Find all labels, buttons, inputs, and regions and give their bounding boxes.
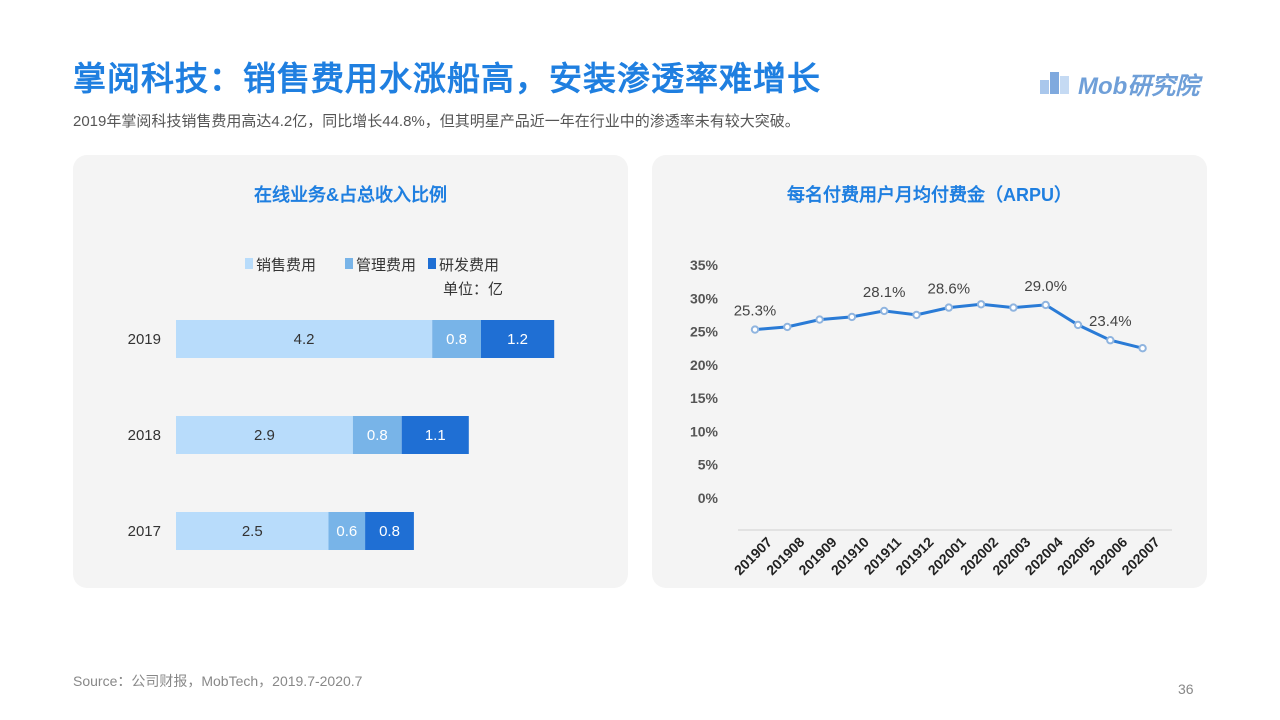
- data-point: [1041, 300, 1050, 310]
- bar-segment: [176, 320, 433, 358]
- data-point: [1106, 336, 1115, 345]
- y-tick-label: 20%: [690, 357, 719, 373]
- bar-segment: [481, 320, 555, 358]
- data-point: [1138, 344, 1147, 353]
- bar-value-label: 2.9: [254, 427, 275, 444]
- data-point: [1073, 320, 1083, 330]
- bar-segment: [365, 512, 414, 550]
- data-point: [847, 312, 857, 322]
- data-point: [880, 306, 889, 316]
- data-point: [815, 315, 824, 324]
- expense-chart-panel: 在线业务&占总收入比例 销售费用 管理费用 研发费用单位：亿 2019 4.2 0.8 1.…: [73, 155, 628, 588]
- y-tick-label: 15%: [690, 390, 719, 406]
- data-label: 28.6%: [928, 281, 971, 298]
- y-tick-label: 10%: [690, 423, 719, 439]
- data-point: [1009, 303, 1018, 312]
- y-tick-label: 35%: [690, 257, 719, 273]
- bar-segment: [401, 416, 469, 454]
- y-tick-label: 30%: [690, 290, 719, 306]
- bar-value-label: 2.5: [242, 523, 263, 540]
- category-label: 2019: [128, 331, 161, 348]
- arpu-chart-title: 每名付费用户月均付费金（ARPU）: [786, 185, 1072, 205]
- data-label: 29.0%: [1024, 278, 1067, 295]
- page-title: 掌阅科技：销售费用水涨船高，安装渗透率难增长: [73, 60, 821, 97]
- bar-value-label: 0.8: [379, 523, 400, 540]
- y-tick-label: 0%: [698, 490, 719, 506]
- bar-value-label: 1.2: [507, 331, 528, 348]
- page-subtitle: 2019年掌阅科技销售费用高达4.2亿，同比增长44.8%，但其明星产品近一年在…: [73, 113, 800, 130]
- data-point: [976, 300, 986, 309]
- data-point: [912, 310, 921, 320]
- bar-value-label: 1.1: [425, 427, 446, 444]
- data-label: 25.3%: [734, 303, 777, 320]
- bar-segment: [176, 512, 329, 550]
- expense-chart-title: 在线业务&占总收入比例: [254, 185, 447, 205]
- data-point: [750, 325, 760, 334]
- legend-label-1: 管理费用: [356, 257, 416, 274]
- bar-value-label: 0.6: [336, 523, 357, 540]
- bar-segment: [352, 416, 402, 454]
- bar-segment: [328, 512, 366, 550]
- y-tick-label: 5%: [698, 457, 719, 473]
- mob-logo: Mob研究院: [1038, 62, 1208, 100]
- mob-logo-icon: [1040, 72, 1069, 94]
- bar-value-label: 0.8: [446, 331, 467, 348]
- data-label: 28.1%: [863, 284, 906, 301]
- bar-segment: [176, 416, 353, 454]
- legend-label-0: 销售费用: [256, 257, 316, 274]
- page-number: 36: [1178, 681, 1194, 697]
- category-label: 2018: [128, 427, 161, 444]
- data-point: [783, 322, 792, 332]
- legend-label-2: 研发费用: [439, 257, 499, 274]
- legend-swatch-0: [245, 258, 253, 269]
- bar-value-label: 0.8: [367, 427, 388, 444]
- legend-swatch-2: [428, 258, 436, 269]
- y-tick-label: 25%: [690, 324, 719, 340]
- source-note: Source：公司财报，MobTech，2019.7-2020.7: [73, 673, 363, 689]
- arpu-chart-panel: 每名付费用户月均付费金（ARPU） 35% 30% 25% 20% 15% 10% 5% 0%…: [652, 155, 1207, 588]
- data-point: [944, 303, 953, 312]
- mob-logo-text: Mob研究院: [1078, 73, 1200, 100]
- bar-segment: [432, 320, 481, 358]
- bar-value-label: 4.2: [294, 331, 315, 348]
- legend-swatch-1: [345, 258, 353, 269]
- data-label: 23.4%: [1089, 313, 1132, 330]
- category-label: 2017: [128, 523, 161, 540]
- unit-label: 单位：亿: [443, 281, 503, 298]
- arpu-line-chart: 35%30%25%20%15%10%5%0%201907201908201909…: [690, 257, 1172, 578]
